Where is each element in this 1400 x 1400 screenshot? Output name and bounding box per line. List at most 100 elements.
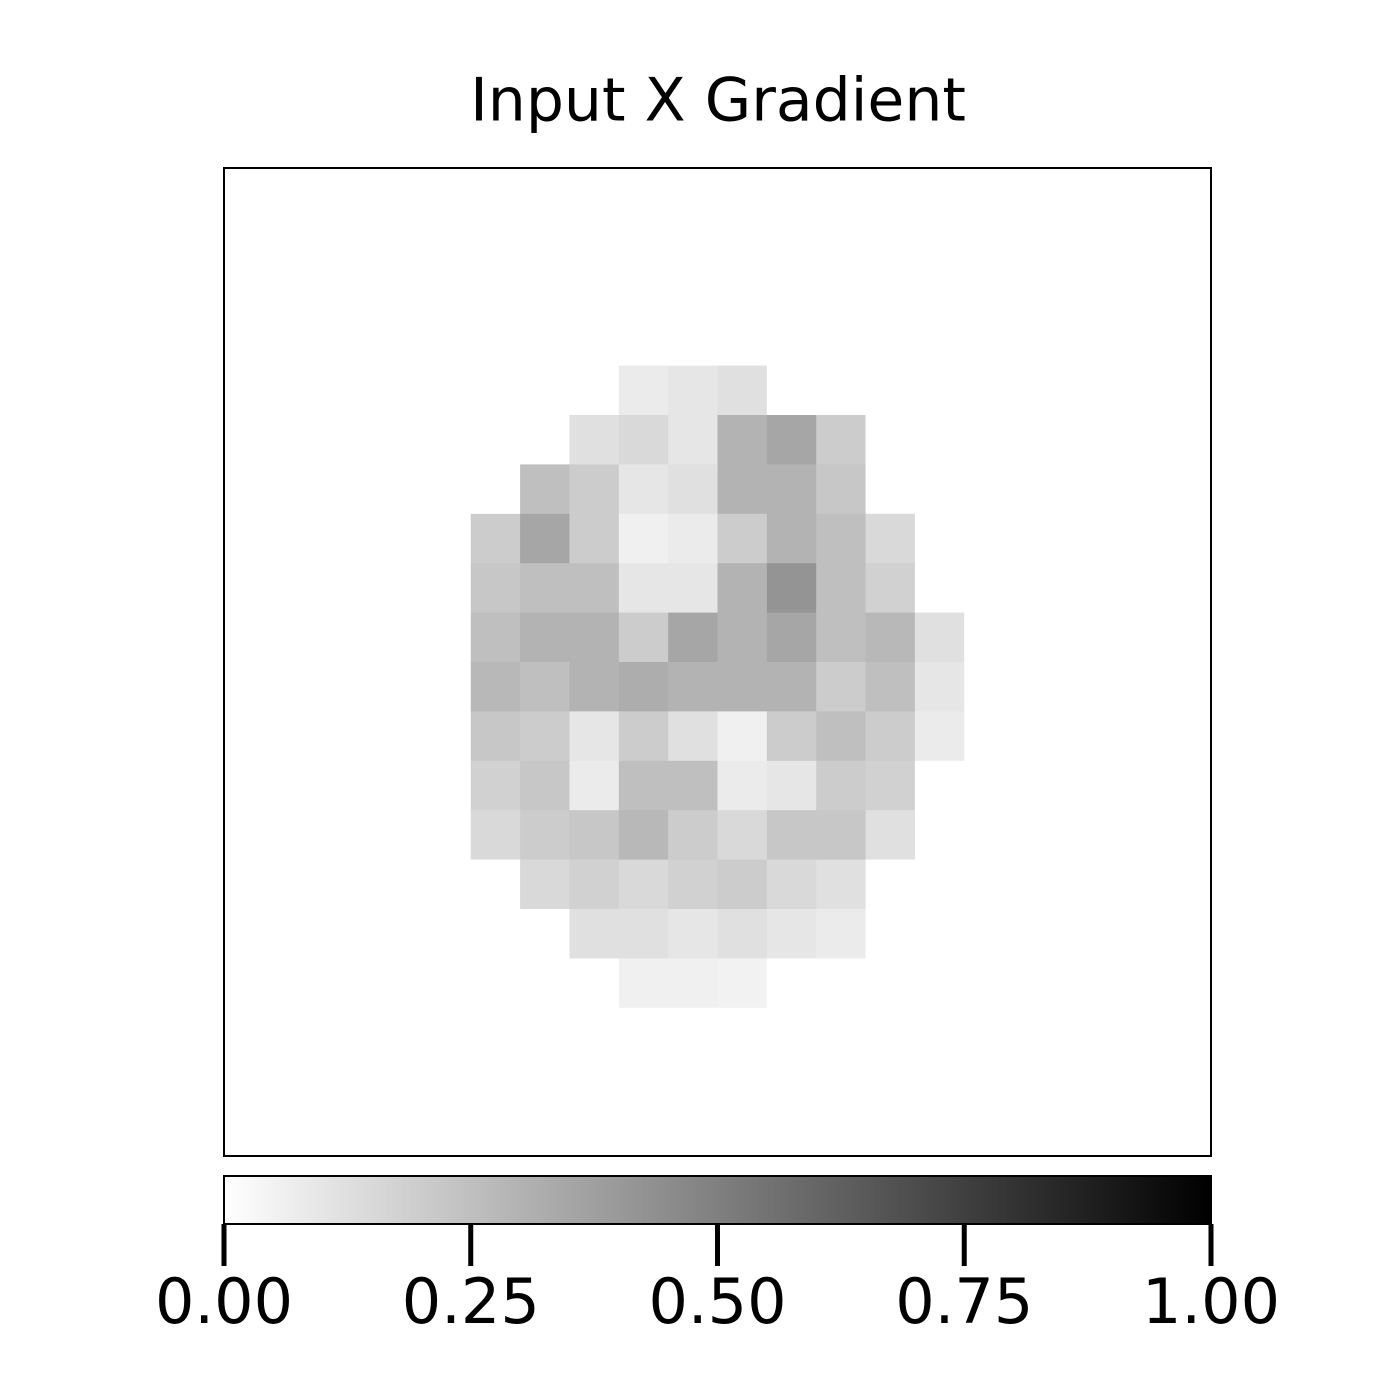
heatmap-cell — [668, 168, 718, 218]
heatmap-cell — [1062, 168, 1113, 218]
heatmap-cell — [1112, 662, 1163, 712]
heatmap-cell — [717, 711, 768, 762]
heatmap-cell — [668, 316, 718, 367]
heatmap-cell — [914, 513, 965, 564]
heatmap-cell — [520, 266, 570, 317]
heatmap-cell — [322, 1106, 373, 1157]
heatmap-cell — [372, 1007, 422, 1058]
heatmap-cell — [766, 168, 817, 218]
heatmap-cell — [618, 612, 669, 663]
heatmap-cell — [865, 365, 916, 416]
heatmap-cell — [569, 217, 620, 268]
colorbar-tick-label: 0.00 — [155, 1265, 293, 1338]
heatmap-cell — [964, 365, 1015, 416]
heatmap-cell — [766, 810, 817, 861]
heatmap-cell — [618, 1007, 669, 1058]
heatmap-cell — [421, 316, 472, 367]
heatmap-cell — [717, 217, 768, 268]
heatmap-cell — [421, 1007, 472, 1058]
heatmap-cell — [569, 415, 620, 465]
heatmap-cell — [914, 909, 965, 959]
heatmap-cell — [224, 217, 274, 268]
heatmap-cell — [914, 266, 965, 317]
heatmap-cell — [322, 760, 373, 811]
heatmap-cell — [520, 316, 570, 367]
heatmap-cell — [470, 909, 521, 959]
heatmap-cell — [668, 711, 718, 762]
heatmap-cell — [914, 859, 965, 910]
heatmap-cell — [1112, 909, 1163, 959]
heatmap-cell — [914, 1007, 965, 1058]
chart-title: Input X Gradient — [470, 66, 966, 136]
heatmap-cell — [717, 760, 768, 811]
heatmap-cell — [1161, 958, 1212, 1009]
heatmap-cell — [1112, 810, 1163, 861]
heatmap-cell — [520, 810, 570, 861]
heatmap-cell — [668, 909, 718, 959]
heatmap-cell — [1013, 958, 1064, 1009]
heatmap-cell — [273, 1106, 324, 1157]
axes-frame — [223, 167, 1212, 1157]
heatmap-cell — [964, 168, 1015, 218]
heatmap-cell — [865, 168, 916, 218]
heatmap-cell — [1013, 1106, 1064, 1157]
heatmap-cell — [618, 1057, 669, 1108]
heatmap-cell — [322, 662, 373, 712]
heatmap-cell — [520, 168, 570, 218]
heatmap-cell — [224, 711, 274, 762]
heatmap-cell — [816, 217, 867, 268]
heatmap-cell — [1062, 316, 1113, 367]
heatmap-cell — [273, 513, 324, 564]
heatmap-cell — [1112, 415, 1163, 465]
heatmap-cell — [273, 711, 324, 762]
heatmap-cell — [1112, 217, 1163, 268]
heatmap-cell — [914, 1057, 965, 1108]
heatmap-cell — [865, 217, 916, 268]
heatmap-cell — [717, 909, 768, 959]
heatmap-cell — [569, 662, 620, 712]
heatmap-cell — [569, 760, 620, 811]
heatmap-cell — [865, 266, 916, 317]
heatmap-cell — [520, 1106, 570, 1157]
heatmap-cell — [668, 859, 718, 910]
heatmap-cell — [569, 513, 620, 564]
heatmap-cell — [914, 958, 965, 1009]
heatmap — [224, 168, 1212, 1157]
heatmap-cell — [1013, 662, 1064, 712]
heatmap-cell — [766, 711, 817, 762]
heatmap-cell — [1062, 563, 1113, 614]
heatmap-cell — [816, 464, 867, 515]
heatmap-cell — [1112, 859, 1163, 910]
heatmap-cell — [322, 415, 373, 465]
heatmap-cell — [224, 1007, 274, 1058]
heatmap-cell — [766, 1057, 817, 1108]
heatmap-cell — [914, 464, 965, 515]
heatmap-cell — [273, 464, 324, 515]
heatmap-cell — [964, 810, 1015, 861]
heatmap-cell — [618, 711, 669, 762]
heatmap-cell — [421, 563, 472, 614]
heatmap-cell — [520, 760, 570, 811]
heatmap-cell — [1161, 168, 1212, 218]
heatmap-cell — [865, 1007, 916, 1058]
heatmap-cell — [470, 711, 521, 762]
heatmap-cell — [1062, 464, 1113, 515]
heatmap-cell — [865, 662, 916, 712]
heatmap-cell — [273, 168, 324, 218]
heatmap-cell — [224, 365, 274, 416]
heatmap-cell — [372, 168, 422, 218]
colorbar-tick-label: 1.00 — [1142, 1265, 1280, 1338]
heatmap-cell — [322, 1007, 373, 1058]
heatmap-cell — [914, 711, 965, 762]
heatmap-cell — [224, 1057, 274, 1108]
heatmap-cell — [470, 1106, 521, 1157]
heatmap-cell — [520, 513, 570, 564]
heatmap-cell — [1013, 563, 1064, 614]
heatmap-cell — [372, 760, 422, 811]
heatmap-cell — [766, 662, 817, 712]
heatmap-cell — [372, 513, 422, 564]
heatmap-cell — [421, 415, 472, 465]
heatmap-cell — [1161, 810, 1212, 861]
heatmap-cell — [766, 1106, 817, 1157]
